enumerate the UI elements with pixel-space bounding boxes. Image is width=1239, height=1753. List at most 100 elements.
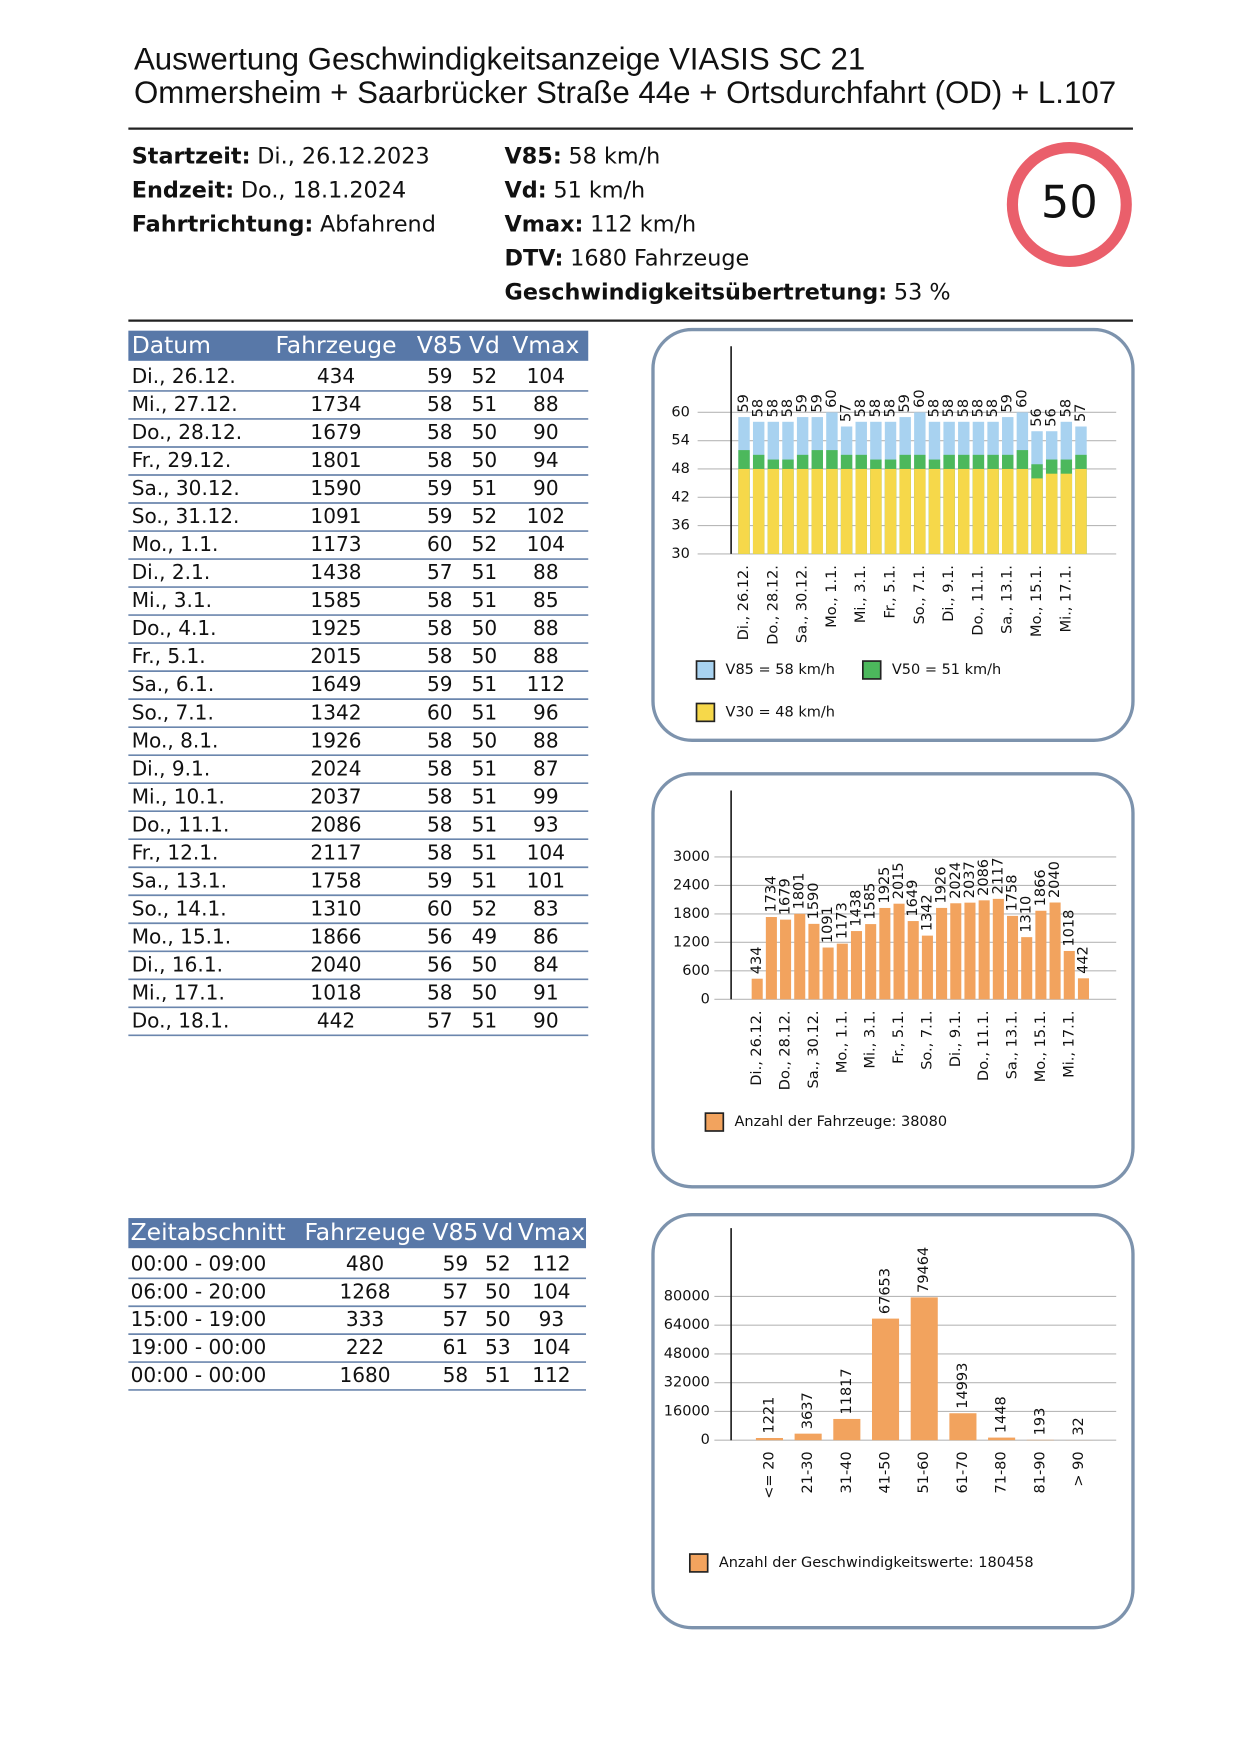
- table-cell: 222: [346, 1335, 384, 1359]
- summary-value: 58 km/h: [568, 143, 660, 169]
- data-label: 57: [839, 404, 855, 422]
- bar: [780, 919, 792, 1000]
- table-cell: 60: [427, 532, 453, 556]
- table-cell: 83: [533, 896, 559, 920]
- table-cell: 84: [533, 952, 559, 976]
- summary-label: Geschwindigkeitsübertretung:: [505, 279, 888, 305]
- x-tick-label: Sa., 30.12.: [795, 565, 811, 643]
- table-cell: 1649: [310, 672, 361, 696]
- x-tick-label: Di., 26.12.: [749, 1010, 765, 1085]
- x-tick-label: Sa., 13.1.: [1005, 1010, 1021, 1079]
- summary-value: Di., 26.12.2023: [257, 143, 429, 169]
- x-tick-label: 51-60: [916, 1451, 932, 1493]
- table-cell: Mi., 10.1.: [132, 784, 225, 808]
- legend-swatch: [695, 702, 716, 723]
- title-line: Auswertung Geschwindigkeitsanzeige VIASI…: [134, 41, 865, 76]
- table-cell: 51: [472, 812, 498, 836]
- summary-item: Fahrtrichtung: Abfahrend: [132, 211, 436, 237]
- bar: [765, 917, 777, 1000]
- data-label: 2086: [976, 859, 992, 896]
- table-cell: 1926: [310, 728, 361, 752]
- table-cell: Do., 18.1.: [132, 1008, 230, 1032]
- data-label: 193: [1032, 1408, 1048, 1436]
- table-cell: Mo., 8.1.: [132, 728, 219, 752]
- y-tick-label: 36: [671, 518, 689, 534]
- table-cell: Di., 2.1.: [132, 560, 211, 584]
- speed-sign: [1006, 142, 1132, 268]
- table-cell: 102: [527, 504, 565, 528]
- chart-frame: [651, 1213, 1135, 1630]
- data-label: 1866: [1033, 869, 1049, 906]
- table-cell: Mo., 1.1.: [132, 532, 219, 556]
- table-cell: 50: [485, 1279, 511, 1303]
- data-label: 58: [1058, 399, 1074, 417]
- y-tick-label: 42: [671, 489, 689, 505]
- bar: [949, 1413, 977, 1441]
- data-label: 1734: [763, 876, 779, 913]
- table-cell: 59: [427, 476, 453, 500]
- data-label: 59: [809, 394, 825, 412]
- x-tick-label: 21-30: [800, 1451, 816, 1493]
- table-cell: 1438: [310, 560, 361, 584]
- bar: [907, 921, 919, 1000]
- bar: [836, 943, 848, 1000]
- y-tick-label: 1800: [673, 906, 710, 922]
- bar: [914, 468, 926, 554]
- table-cell: 88: [533, 728, 559, 752]
- data-label: 58: [970, 399, 986, 417]
- table-cell: 2015: [310, 644, 361, 668]
- data-label: 58: [868, 399, 884, 417]
- table-cell: 59: [427, 672, 453, 696]
- table-cell: Do., 11.1.: [132, 812, 230, 836]
- bar: [755, 1437, 783, 1441]
- bar: [921, 935, 933, 1000]
- summary-item: Endzeit: Do., 18.1.2024: [132, 177, 406, 203]
- x-tick-label: Mo., 1.1.: [834, 1010, 850, 1073]
- table-cell: 51: [472, 840, 498, 864]
- x-tick-label: Sa., 13.1.: [1000, 565, 1016, 634]
- data-label: 59: [1000, 394, 1016, 412]
- table-cell: 58: [427, 420, 453, 444]
- table-cell: 51: [472, 700, 498, 724]
- data-label: 1438: [848, 890, 864, 927]
- table-cell: 58: [427, 588, 453, 612]
- y-tick-label: 32000: [664, 1375, 710, 1391]
- bar: [840, 468, 853, 554]
- data-label: 1342: [919, 894, 935, 931]
- table-cell: 94: [533, 448, 559, 472]
- table-cell: 2086: [310, 812, 361, 836]
- summary-label: Fahrtrichtung:: [132, 211, 314, 237]
- summary-item: Startzeit: Di., 26.12.2023: [132, 143, 430, 169]
- bar: [782, 468, 794, 554]
- data-label: 1173: [834, 902, 850, 939]
- data-label: 1801: [792, 872, 808, 909]
- summary-item: Vd: 51 km/h: [505, 177, 646, 203]
- data-label: 3637: [800, 1392, 816, 1429]
- table-cell: 59: [427, 364, 453, 388]
- table-cell: 1925: [310, 616, 361, 640]
- table-cell: 51: [472, 588, 498, 612]
- table-cell: 333: [346, 1307, 384, 1331]
- table-cell: 1801: [310, 448, 361, 472]
- table-cell: Sa., 30.12.: [132, 476, 240, 500]
- table-cell: 104: [527, 364, 565, 388]
- table-cell: 52: [472, 504, 498, 528]
- summary-item: Vmax: 112 km/h: [505, 211, 697, 237]
- table-cell: 57: [427, 560, 453, 584]
- table-cell: 112: [527, 672, 565, 696]
- data-label: 442: [1075, 946, 1091, 974]
- data-label: 58: [956, 399, 972, 417]
- bar: [1075, 468, 1087, 554]
- table-cell: 1268: [339, 1279, 390, 1303]
- column-header: Datum: [132, 331, 211, 359]
- column-header: Fahrzeuge: [275, 331, 396, 359]
- data-label: 1926: [934, 867, 950, 904]
- x-tick-label: Fr., 5.1.: [891, 1010, 907, 1063]
- data-label: 1649: [905, 880, 921, 917]
- bar: [826, 468, 838, 554]
- table-cell: 50: [472, 952, 498, 976]
- legend-swatch: [704, 1112, 725, 1132]
- table-cell: 51: [472, 784, 498, 808]
- table-cell: Di., 9.1.: [132, 756, 211, 780]
- table-cell: 57: [443, 1279, 469, 1303]
